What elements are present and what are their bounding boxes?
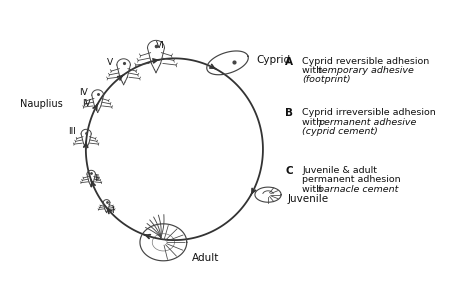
Text: permanent adhesion: permanent adhesion bbox=[302, 176, 401, 184]
Text: C: C bbox=[285, 166, 293, 176]
Text: Adult: Adult bbox=[192, 253, 219, 263]
Text: VI: VI bbox=[155, 41, 164, 50]
Text: Juvenile: Juvenile bbox=[288, 193, 329, 203]
Text: Nauplius: Nauplius bbox=[20, 99, 63, 109]
Text: (footprint): (footprint) bbox=[302, 75, 351, 84]
Text: I: I bbox=[110, 206, 113, 215]
Text: IV: IV bbox=[80, 88, 88, 97]
Text: with: with bbox=[302, 185, 325, 194]
Text: A: A bbox=[285, 57, 293, 67]
Text: Juvenile & adult: Juvenile & adult bbox=[302, 166, 377, 175]
Text: Cyprid irreversible adhesion: Cyprid irreversible adhesion bbox=[302, 108, 436, 117]
Text: III: III bbox=[68, 127, 76, 136]
Text: Cyprid: Cyprid bbox=[256, 55, 290, 65]
Text: temporary adhesive: temporary adhesive bbox=[318, 66, 413, 75]
Text: B: B bbox=[285, 108, 293, 118]
Text: IV: IV bbox=[82, 99, 91, 108]
Text: Cyprid reversible adhesion: Cyprid reversible adhesion bbox=[302, 57, 429, 66]
Text: with: with bbox=[302, 118, 325, 127]
Text: (cyprid cement): (cyprid cement) bbox=[302, 127, 378, 136]
Text: with: with bbox=[302, 66, 325, 75]
Text: V: V bbox=[107, 58, 113, 67]
Text: II: II bbox=[94, 173, 99, 183]
Text: permanent adhesive: permanent adhesive bbox=[318, 118, 416, 127]
Text: barnacle cement: barnacle cement bbox=[318, 185, 398, 194]
